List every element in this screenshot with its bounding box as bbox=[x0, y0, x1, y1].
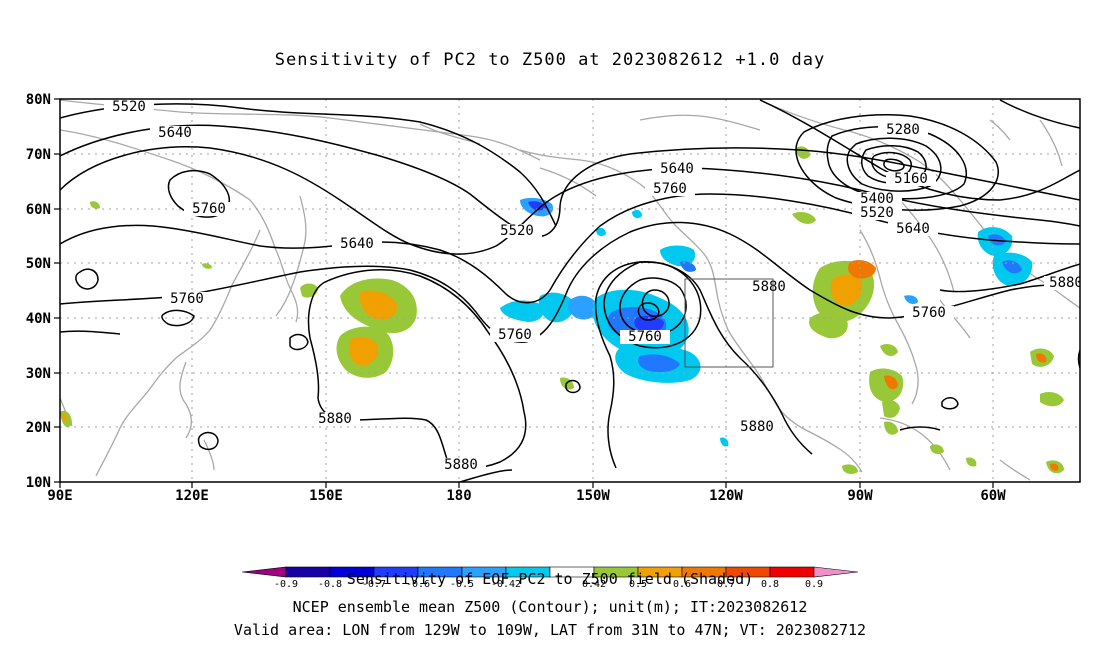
lat-label: 50N bbox=[26, 256, 51, 272]
contour-label: 5520 bbox=[112, 99, 146, 115]
lon-label: 150W bbox=[576, 488, 610, 504]
axis-ticks bbox=[54, 98, 994, 488]
sensitivity-map: 5520 5640 5760 5640 5760 5520 5640 5760 … bbox=[26, 92, 1083, 504]
contour-label: 5760 bbox=[170, 291, 204, 307]
lat-label: 30N bbox=[26, 366, 51, 382]
lon-label: 180 bbox=[446, 488, 471, 504]
valid-area-box bbox=[684, 278, 774, 368]
contour-label: 5760 bbox=[912, 305, 946, 321]
lat-axis-labels: 80N 70N 60N 50N 40N 30N 20N 10N bbox=[26, 92, 51, 491]
contour-label: 5880 bbox=[752, 279, 786, 295]
caption-valid-area: Valid area: LON from 129W to 109W, LAT f… bbox=[233, 621, 867, 639]
lat-label: 20N bbox=[26, 420, 51, 436]
lon-axis-labels: 90E 120E 150E 180 150W 120W 90W 60W bbox=[47, 488, 1006, 504]
caption-shading: Sensitivity of EOF PC2 to Z500 field (Sh… bbox=[346, 570, 754, 588]
lon-label: 60W bbox=[980, 488, 1006, 504]
contour-label: 5640 bbox=[158, 125, 192, 141]
contour-label-group: 5520 5640 5760 5640 5760 5520 5640 5760 … bbox=[104, 99, 1083, 473]
contour-label: 5520 bbox=[500, 223, 534, 239]
contour-label: 5640 bbox=[340, 236, 374, 252]
contour-label: 5640 bbox=[896, 221, 930, 237]
map-title: Sensitivity of PC2 to Z500 at 2023082612… bbox=[274, 50, 826, 70]
contour-label: 5280 bbox=[886, 122, 920, 138]
lon-label: 90E bbox=[47, 488, 72, 504]
contour-label: 5880 bbox=[318, 411, 352, 427]
lon-label: 120E bbox=[175, 488, 209, 504]
contour-label: 5520 bbox=[860, 205, 894, 221]
contour-label: 5760 bbox=[653, 181, 687, 197]
sensitivity-shading bbox=[60, 146, 1064, 474]
contour-label: 5640 bbox=[660, 161, 694, 177]
lon-label: 150E bbox=[309, 488, 343, 504]
lat-label: 40N bbox=[26, 311, 51, 327]
lat-label: 60N bbox=[26, 202, 51, 218]
map-frame bbox=[59, 98, 1081, 483]
lat-label: 80N bbox=[26, 92, 51, 108]
coastlines bbox=[60, 99, 1080, 481]
z500-contours bbox=[60, 99, 1080, 482]
caption-contour: NCEP ensemble mean Z500 (Contour); unit(… bbox=[292, 598, 808, 616]
lon-label: 90W bbox=[847, 488, 873, 504]
contour-label: 5880 bbox=[740, 419, 774, 435]
contour-label: 5760 bbox=[628, 329, 662, 345]
contour-label: 5880 bbox=[1049, 275, 1083, 291]
contour-label: 5880 bbox=[444, 457, 478, 473]
contour-label: 5760 bbox=[498, 327, 532, 343]
lat-label: 70N bbox=[26, 147, 51, 163]
lon-label: 120W bbox=[709, 488, 743, 504]
lat-label: 10N bbox=[26, 475, 51, 491]
contour-label: 5760 bbox=[192, 201, 226, 217]
contour-label: 5400 bbox=[860, 191, 894, 207]
contour-label: 5160 bbox=[894, 171, 928, 187]
